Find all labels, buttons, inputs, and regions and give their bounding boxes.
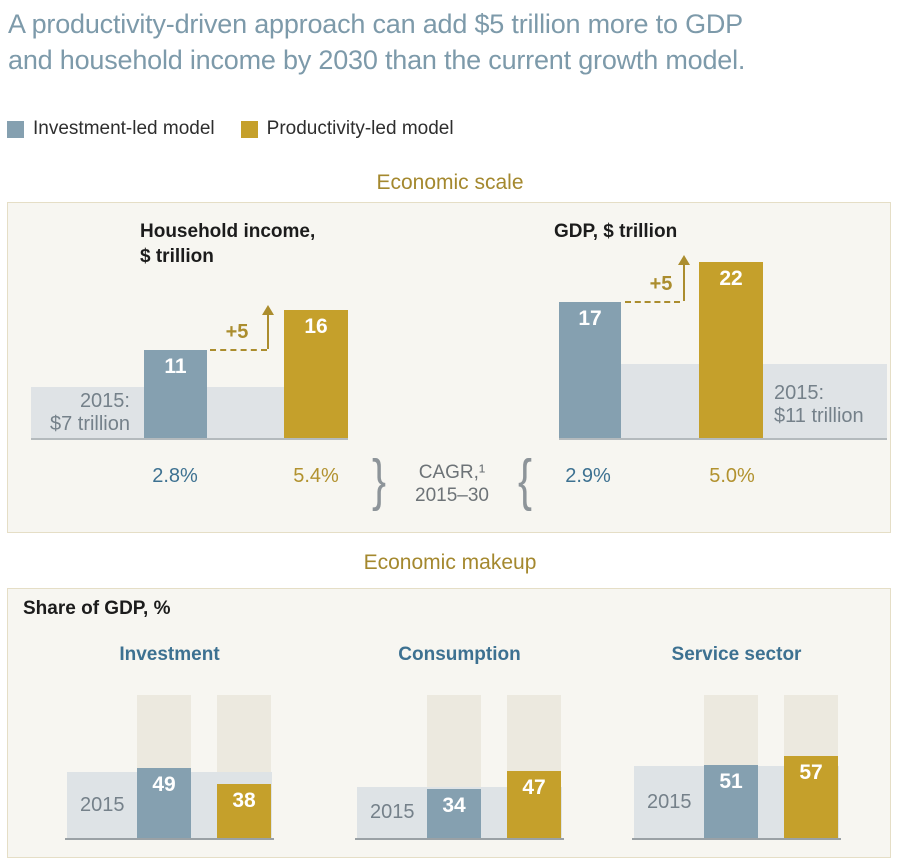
makeup-productivity-led-value: 38 [232, 789, 256, 812]
household-investment-led-value: 11 [164, 355, 187, 378]
makeup-productivity-led-bar: 57 [784, 756, 838, 838]
legend-label-productivity-led: Productivity-led model [266, 118, 454, 139]
panel-economic-scale: Household income, $ trillion 2015: $7 tr… [7, 202, 891, 533]
makeup-productivity-led-value: 47 [522, 776, 546, 799]
household-label-line1: Household income, [140, 221, 316, 242]
gdp-label-line1: GDP, $ trillion [554, 221, 678, 242]
household-baseline [31, 438, 348, 440]
legend-label-investment-led: Investment-led model [33, 118, 215, 139]
gdp-productivity-led-bar: 22 [699, 262, 763, 438]
household-2015-band-label: 2015: $7 trillion [24, 390, 130, 436]
household-label-line2: $ trillion [140, 246, 214, 267]
household-productivity-led-value: 16 [304, 315, 328, 338]
makeup-group-heading: Consumption [398, 644, 521, 665]
makeup-investment-led-value: 34 [442, 794, 466, 817]
page-title: A productivity-driven approach can add $… [8, 6, 894, 78]
gdp-2015-band-label: 2015: $11 trillion [774, 382, 886, 428]
panel-economic-makeup: Share of GDP, % Investment 2015 49 38 Co… [7, 588, 891, 858]
makeup-investment-led-bar: 51 [704, 765, 758, 838]
household-delta-label: +5 [225, 321, 249, 343]
gdp-delta-arrow [683, 265, 685, 301]
gdp-baseline [559, 438, 887, 440]
makeup-investment-led-value: 49 [152, 773, 176, 796]
household-2015-line1: 2015: [79, 390, 130, 412]
cagr-note-line1: CAGR,¹ [418, 462, 486, 483]
gdp-cagr-investment: 2.9% [565, 465, 611, 487]
makeup-productivity-led-bar: 38 [217, 784, 271, 838]
makeup-2015-band-label: 2015 [647, 790, 692, 813]
productivity-led-swatch-icon [240, 120, 258, 138]
page-title-line1: A productivity-driven approach can add $… [8, 9, 743, 39]
makeup-group-heading: Investment [119, 644, 220, 665]
makeup-2015-band-label: 2015 [370, 801, 415, 823]
cagr-note: CAGR,¹ 2015–30 [392, 461, 512, 507]
gdp-investment-led-value: 17 [578, 307, 602, 330]
makeup-group-consumption: Consumption 2015 34 47 [355, 639, 564, 840]
household-cagr-productivity: 5.4% [293, 465, 339, 487]
curly-brace-left: } [371, 447, 387, 512]
makeup-investment-led-bar: 34 [427, 789, 481, 838]
household-2015-line2: $7 trillion [49, 413, 130, 435]
makeup-group-service-sector: Service sector 2015 51 57 [632, 639, 841, 840]
makeup-productivity-led-value: 57 [799, 761, 823, 784]
makeup-group-heading: Service sector [671, 644, 802, 665]
makeup-2015-band-label: 2015 [80, 793, 125, 816]
investment-led-swatch-icon [7, 120, 24, 138]
gdp-2015-line2: $11 trillion [774, 405, 864, 427]
household-cagr-investment: 2.8% [152, 465, 198, 487]
legend: Investment-led model Productivity-led mo… [7, 118, 480, 140]
page-title-line2: and household income by 2030 than the cu… [8, 45, 746, 75]
curly-brace-right: { [517, 447, 533, 512]
section-heading-economic-scale: Economic scale [376, 171, 524, 194]
cagr-note-line2: 2015–30 [415, 485, 489, 506]
gdp-delta-dashed-line [625, 301, 680, 303]
gdp-investment-led-bar: 17 [559, 302, 621, 438]
household-delta-dashed-line [210, 349, 267, 351]
household-delta-arrowhead-icon [262, 305, 274, 315]
makeup-baseline [355, 838, 564, 840]
household-income-chart-label: Household income, $ trillion [140, 219, 315, 269]
gdp-cagr-productivity: 5.0% [709, 465, 755, 487]
household-delta-arrow [267, 315, 269, 349]
section-heading-economic-makeup: Economic makeup [363, 551, 537, 574]
household-productivity-led-bar: 16 [284, 310, 348, 438]
makeup-productivity-led-bar: 47 [507, 771, 561, 838]
legend-item-investment-led: Investment-led model [7, 118, 215, 140]
gdp-productivity-led-value: 22 [719, 267, 743, 290]
gdp-chart-label: GDP, $ trillion [554, 219, 677, 244]
gdp-delta-arrowhead-icon [678, 255, 690, 265]
gdp-2015-line1: 2015: [774, 382, 825, 404]
household-investment-led-bar: 11 [144, 350, 207, 438]
makeup-group-investment: Investment 2015 49 38 [65, 639, 274, 840]
gdp-delta-label: +5 [649, 273, 673, 295]
makeup-investment-led-value: 51 [719, 770, 743, 793]
makeup-baseline [632, 838, 841, 840]
share-of-gdp-label: Share of GDP, % [23, 598, 171, 619]
makeup-investment-led-bar: 49 [137, 768, 191, 838]
legend-item-productivity-led: Productivity-led model [240, 118, 454, 140]
makeup-baseline [65, 838, 274, 840]
